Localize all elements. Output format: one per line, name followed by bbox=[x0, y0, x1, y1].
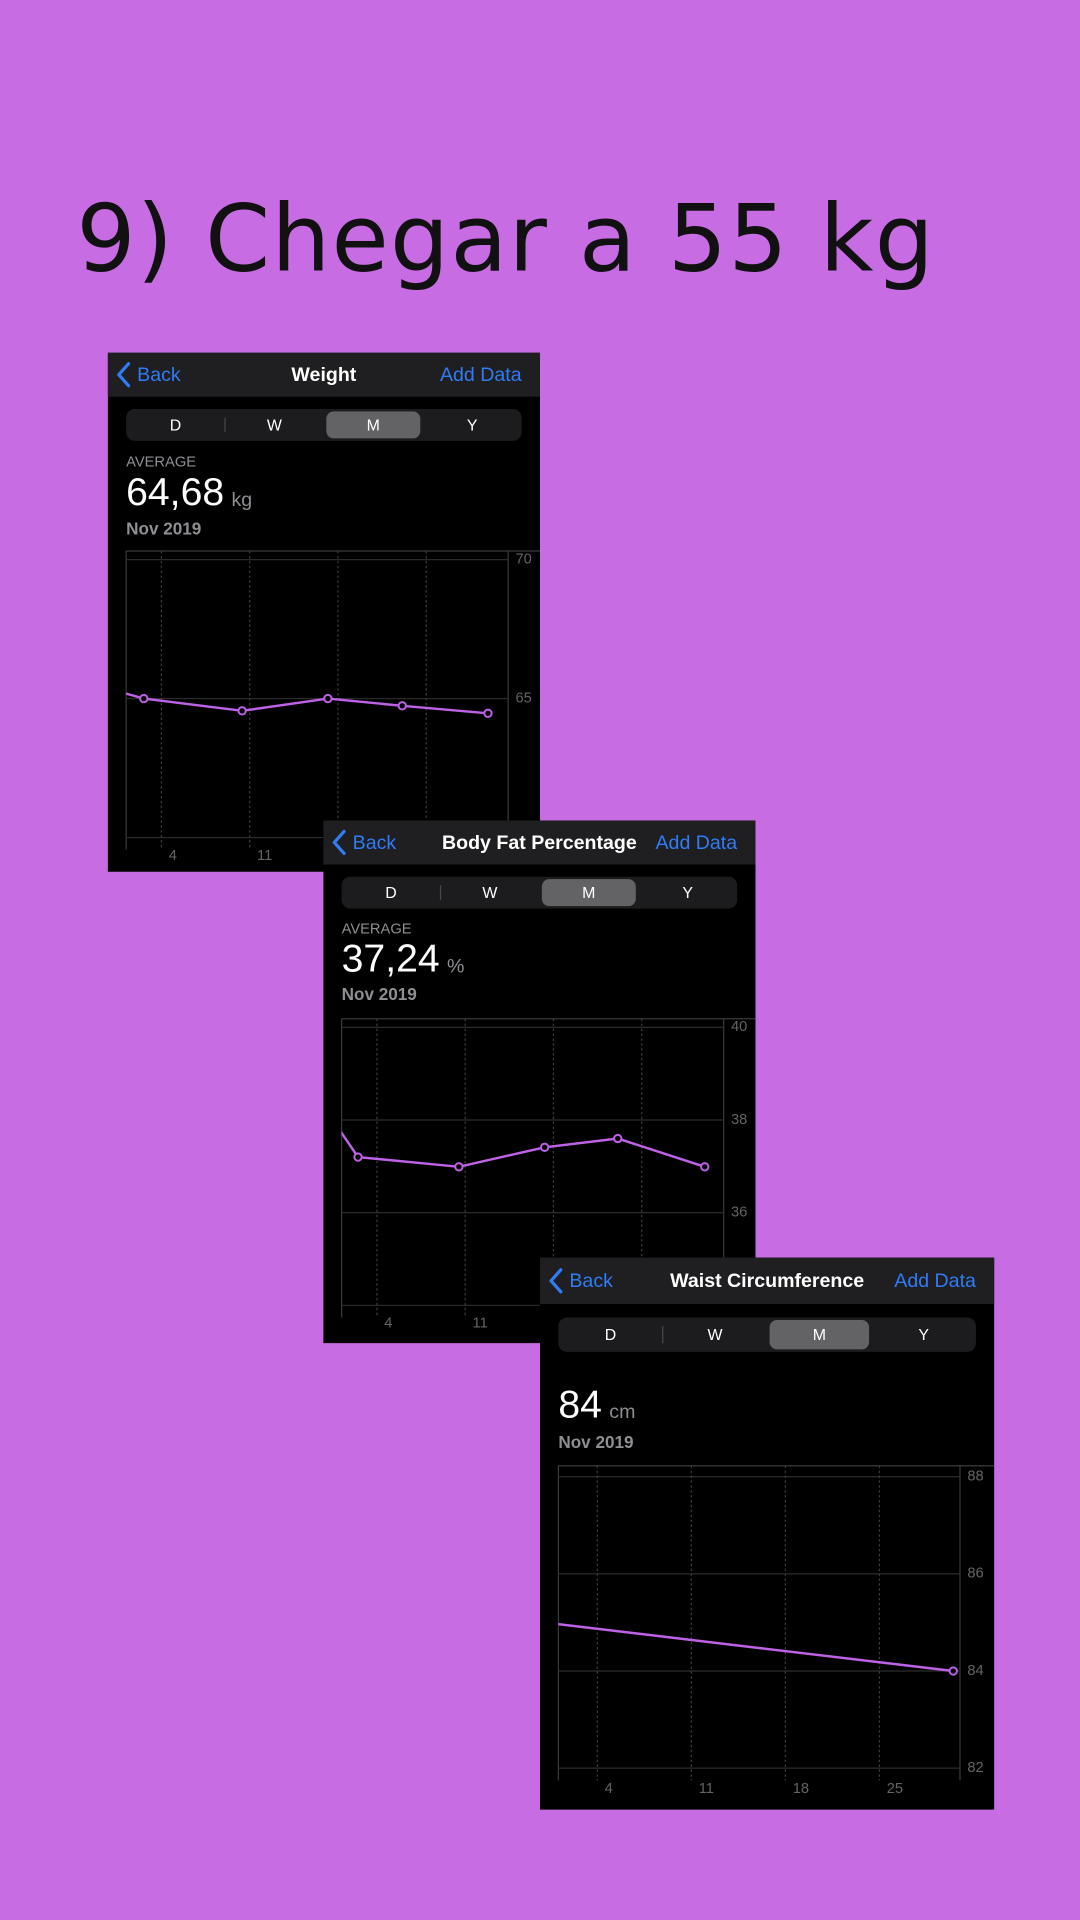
health-panel: Back Body Fat Percentage Add Data D W M Y AVERA… bbox=[323, 820, 756, 1344]
y-tick-label: 40 bbox=[731, 1019, 747, 1035]
nav-bar bbox=[540, 1257, 995, 1305]
segmented-control bbox=[341, 876, 738, 909]
plot bbox=[341, 1130, 710, 1172]
summary-label: AVERAGE bbox=[126, 455, 196, 471]
summary-period: Nov 2019 bbox=[558, 1432, 633, 1452]
back-chevron[interactable] bbox=[332, 829, 346, 856]
data-point bbox=[948, 1666, 958, 1676]
y-tick-label: 36 bbox=[731, 1205, 747, 1221]
x-tick-label: 25 bbox=[887, 1781, 903, 1797]
x-tick-label: 11 bbox=[257, 848, 272, 864]
data-line bbox=[126, 692, 489, 715]
x-tick-label: 11 bbox=[473, 1316, 488, 1332]
add-data-button[interactable]: Add Data bbox=[656, 832, 738, 854]
segment-label[interactable]: W bbox=[267, 417, 282, 434]
nav-bar bbox=[323, 820, 756, 865]
y-tick-label: 84 bbox=[967, 1663, 983, 1679]
data-point bbox=[454, 1162, 464, 1172]
segment-label[interactable]: M bbox=[813, 1327, 826, 1344]
segment-label[interactable]: W bbox=[482, 885, 497, 902]
segment-label[interactable]: Y bbox=[467, 417, 478, 434]
data-point bbox=[483, 708, 493, 718]
x-tick-label: 11 bbox=[699, 1781, 714, 1797]
add-data-button[interactable]: Add Data bbox=[440, 364, 522, 386]
summary-unit: % bbox=[447, 956, 464, 978]
back-button[interactable]: Back bbox=[569, 1270, 613, 1292]
selected-segment bbox=[326, 411, 421, 439]
segmented-control bbox=[126, 408, 522, 441]
plot bbox=[558, 1622, 958, 1676]
y-tick-label: 86 bbox=[967, 1566, 983, 1582]
y-tick-label: 70 bbox=[516, 551, 532, 567]
segment-label[interactable]: D bbox=[385, 885, 397, 902]
summary-unit: cm bbox=[609, 1401, 635, 1423]
segment-label[interactable]: D bbox=[170, 417, 181, 434]
back-chevron[interactable] bbox=[549, 1268, 563, 1294]
data-point bbox=[539, 1142, 550, 1152]
summary-value: 37,24 bbox=[342, 938, 440, 981]
title: 9) Chegar a 55 kg bbox=[76, 183, 936, 293]
add-data-button[interactable]: Add Data bbox=[894, 1270, 976, 1292]
x-tick-label: 4 bbox=[169, 848, 177, 864]
summary-value: 84 bbox=[558, 1383, 602, 1426]
segment-label[interactable]: Y bbox=[918, 1327, 929, 1344]
data-point bbox=[139, 693, 149, 704]
segment-label[interactable]: W bbox=[707, 1327, 722, 1344]
segment-label[interactable]: M bbox=[367, 417, 380, 434]
data-point bbox=[353, 1152, 363, 1162]
segment-label[interactable]: D bbox=[605, 1327, 617, 1344]
summary-unit: kg bbox=[232, 489, 253, 511]
nav-title: Waist Circumference bbox=[670, 1270, 864, 1292]
y-tick-label: 38 bbox=[731, 1112, 747, 1128]
back-button[interactable]: Back bbox=[353, 832, 397, 854]
summary-period: Nov 2019 bbox=[342, 984, 417, 1004]
data-point bbox=[397, 701, 407, 711]
summary-period: Nov 2019 bbox=[126, 519, 201, 539]
segmented-control bbox=[558, 1317, 976, 1352]
y-tick-label: 82 bbox=[967, 1760, 983, 1776]
x-tick-label: 4 bbox=[605, 1781, 613, 1797]
data-point bbox=[700, 1162, 710, 1172]
summary-value: 64,68 bbox=[126, 471, 224, 514]
selected-segment bbox=[541, 879, 636, 907]
data-point bbox=[237, 706, 247, 716]
nav-bar bbox=[107, 352, 541, 397]
data-point bbox=[323, 693, 333, 704]
data-line bbox=[341, 1130, 706, 1169]
plot bbox=[126, 692, 493, 718]
data-point bbox=[613, 1133, 623, 1144]
data-line bbox=[558, 1622, 954, 1673]
health-panel: Back Waist Circumference Add Data D W M Y 84 cm N… bbox=[540, 1257, 995, 1810]
nav-title: Weight bbox=[291, 364, 356, 386]
nav-title: Body Fat Percentage bbox=[442, 832, 637, 854]
y-tick-label: 65 bbox=[516, 690, 532, 706]
selected-segment bbox=[769, 1320, 870, 1350]
back-chevron[interactable] bbox=[117, 362, 131, 388]
summary-label: AVERAGE bbox=[342, 921, 412, 937]
x-tick-label: 18 bbox=[793, 1781, 809, 1797]
y-tick-label: 88 bbox=[967, 1469, 983, 1485]
back-button[interactable]: Back bbox=[137, 364, 181, 386]
segment-label[interactable]: M bbox=[582, 885, 595, 902]
segment-label[interactable]: Y bbox=[682, 885, 693, 902]
x-tick-label: 4 bbox=[384, 1316, 392, 1332]
